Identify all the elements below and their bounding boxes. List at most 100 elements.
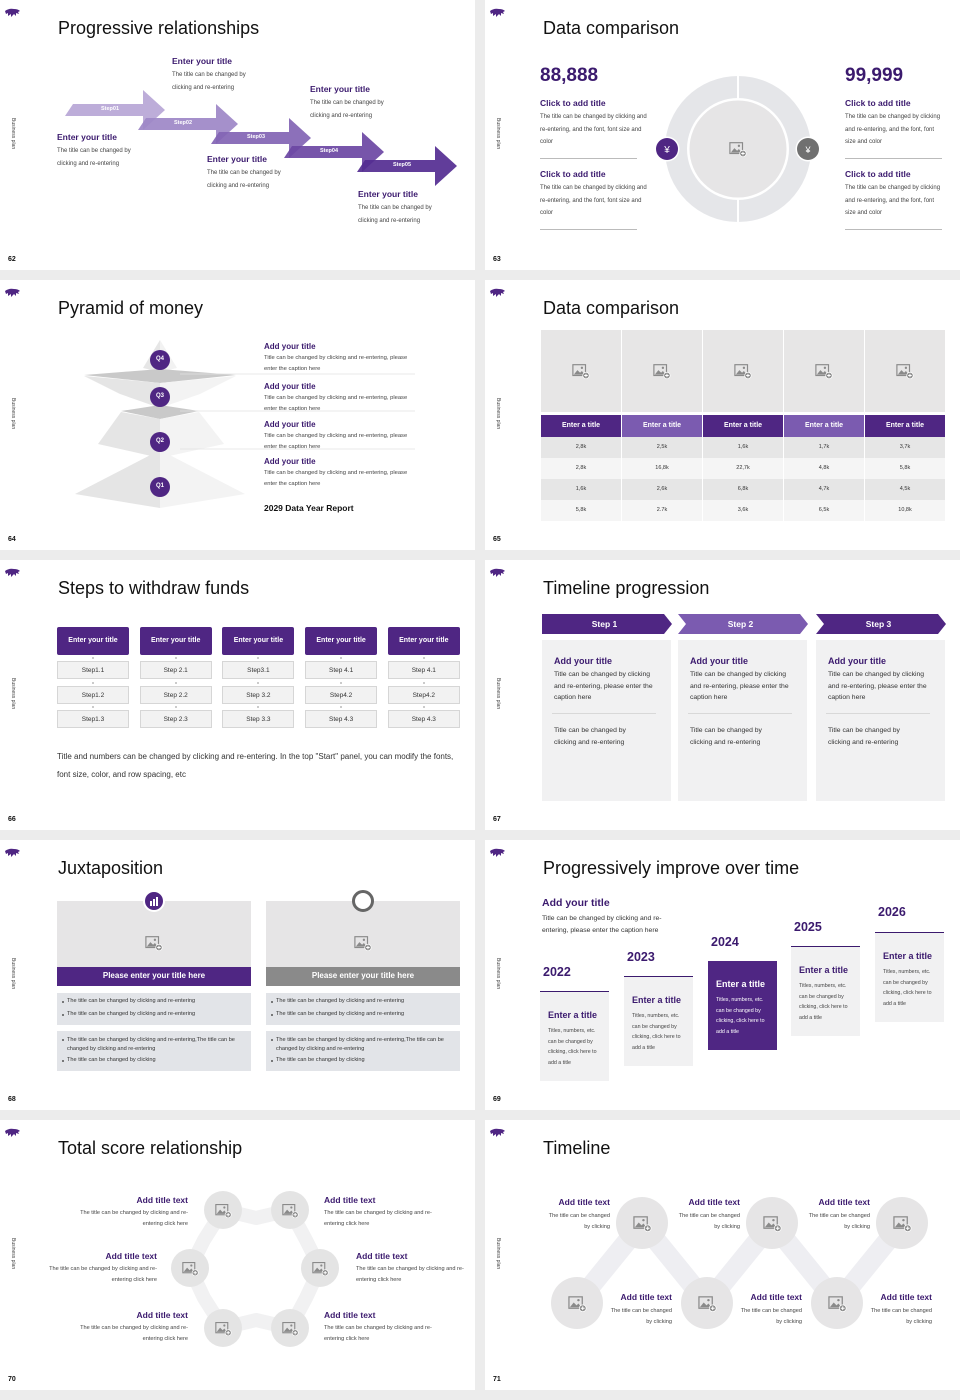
year-line xyxy=(540,991,609,993)
image-placeholder-icon[interactable] xyxy=(214,1202,232,1219)
title-bar: Please enter your title here xyxy=(266,967,460,986)
header-label: Enter a title xyxy=(885,422,925,429)
step-box: Step 2.3 xyxy=(139,710,212,728)
page-number: 69 xyxy=(493,1096,501,1103)
image-cell xyxy=(622,330,702,412)
image-cell xyxy=(865,330,945,412)
bullet-dot xyxy=(271,1001,273,1003)
bullet-dot xyxy=(62,1014,64,1016)
connector-dot xyxy=(174,657,177,659)
connector-dot xyxy=(340,657,343,659)
image-placeholder-icon[interactable] xyxy=(311,1260,329,1277)
step-box: Step 4.3 xyxy=(387,710,460,728)
image-placeholder-icon[interactable] xyxy=(281,1320,299,1337)
divider xyxy=(540,229,637,230)
image-placeholder-icon[interactable] xyxy=(815,362,833,380)
step-label: Step 4.3 xyxy=(328,716,354,723)
pyramid-tier xyxy=(98,412,160,458)
item-title: Add title text xyxy=(558,1197,610,1207)
image-placeholder-icon[interactable] xyxy=(214,1320,232,1337)
slide-title: Data comparison xyxy=(543,18,680,38)
intro-title: Add your title xyxy=(542,897,610,909)
year-line xyxy=(624,976,693,978)
item-body: The title can be changed by clicking xyxy=(610,1308,672,1325)
table-cell: 4,5k xyxy=(865,479,945,500)
level-label: Q3 xyxy=(155,393,164,399)
table-cell: 2,8k xyxy=(541,437,621,458)
table-cell: 22,7k xyxy=(703,458,783,479)
column-header: Enter a title xyxy=(703,415,783,437)
step-panel xyxy=(816,640,945,801)
level-label: Q4 xyxy=(155,356,164,362)
image-placeholder-icon[interactable] xyxy=(762,1214,782,1233)
step-box: Step4.2 xyxy=(387,685,460,704)
step-label: Step3.1 xyxy=(247,667,270,674)
image-placeholder-icon[interactable] xyxy=(181,1260,199,1277)
panel-title: Add your title xyxy=(554,656,612,666)
score-diagram xyxy=(0,1120,475,1390)
step-body: The title can be changed by clicking and… xyxy=(207,170,281,189)
year-label: 2026 xyxy=(878,905,906,919)
slide-title: Timeline xyxy=(543,1138,611,1158)
image-placeholder-icon[interactable] xyxy=(567,1294,587,1313)
image-placeholder-icon[interactable] xyxy=(281,1202,299,1219)
step-header: Enter your title xyxy=(139,627,212,655)
image-placeholder-icon[interactable] xyxy=(632,1214,652,1233)
card-title: Enter a title xyxy=(716,979,766,989)
image-placeholder-icon[interactable] xyxy=(697,1294,717,1313)
bullet-item: The title can be changed by clicking xyxy=(67,1057,156,1063)
image-circle xyxy=(204,1309,242,1347)
pyramid-tier xyxy=(75,450,160,508)
column-header: Enter a title xyxy=(622,415,702,437)
step-body: The title can be changed by clicking and… xyxy=(310,100,384,119)
slide-title: Timeline progression xyxy=(543,578,710,598)
side-label: Business plan xyxy=(10,958,16,990)
item-title: Add title text xyxy=(880,1292,932,1302)
divider xyxy=(845,229,942,230)
step-arrow xyxy=(138,104,238,144)
image-placeholder-icon[interactable] xyxy=(892,1214,912,1233)
image-placeholder-icon[interactable] xyxy=(827,1294,847,1313)
bullet-item: The title can be changed by clicking and… xyxy=(276,1011,405,1017)
step-label: Step 4.3 xyxy=(411,716,436,723)
bullet-item: The title can be changed by clicking and… xyxy=(67,1011,196,1017)
step-label: Step1.2 xyxy=(81,691,105,699)
year-card: Enter a title Titles, numbers, etc. can b… xyxy=(875,933,944,1022)
step-arrow xyxy=(65,90,165,130)
step-arrow xyxy=(284,132,384,172)
step-label: Step 1 xyxy=(591,619,618,629)
image-placeholder-icon[interactable] xyxy=(572,362,590,380)
item-body: The title can be changed by clicking xyxy=(678,1213,740,1230)
timeline-zigzag xyxy=(485,1120,960,1390)
side-label: Business plan xyxy=(10,678,16,710)
page-number: 63 xyxy=(493,256,501,263)
item-title: Add title text xyxy=(324,1310,376,1320)
connector-dot xyxy=(422,681,425,684)
image-placeholder-icon[interactable] xyxy=(734,362,752,380)
connector-dot xyxy=(92,706,94,708)
card-body: Titles, numbers, etc. can be changed by … xyxy=(716,997,765,1035)
table-cell: 4,8k xyxy=(784,458,864,479)
page-number: 64 xyxy=(8,536,16,543)
coin-bag-icon xyxy=(800,141,816,157)
image-placeholder-icon[interactable] xyxy=(354,934,372,952)
image-placeholder-icon[interactable] xyxy=(653,362,671,380)
wildcat-logo xyxy=(5,1126,20,1137)
page-number: 66 xyxy=(8,816,16,823)
image-placeholder-icon[interactable] xyxy=(896,362,914,380)
item-title: Click to add title xyxy=(540,169,606,179)
level-badge: Q3 xyxy=(150,387,170,407)
image-cell xyxy=(784,330,864,412)
card-body: Titles, numbers, etc. can be changed by … xyxy=(548,1028,597,1066)
image-circle xyxy=(746,1197,798,1249)
bar-title: Please enter your title here xyxy=(311,971,415,980)
image-placeholder-icon[interactable] xyxy=(145,934,163,952)
year-card: Enter a title Titles, numbers, etc. can b… xyxy=(540,992,609,1081)
image-placeholder-icon[interactable] xyxy=(729,140,747,158)
item-title: Add title text xyxy=(356,1251,408,1261)
image-circle xyxy=(171,1249,209,1287)
slide-title: Total score relationship xyxy=(58,1138,243,1158)
card-body: Titles, numbers, etc. can be changed by … xyxy=(799,983,848,1021)
step-title: Enter your title xyxy=(207,154,267,164)
